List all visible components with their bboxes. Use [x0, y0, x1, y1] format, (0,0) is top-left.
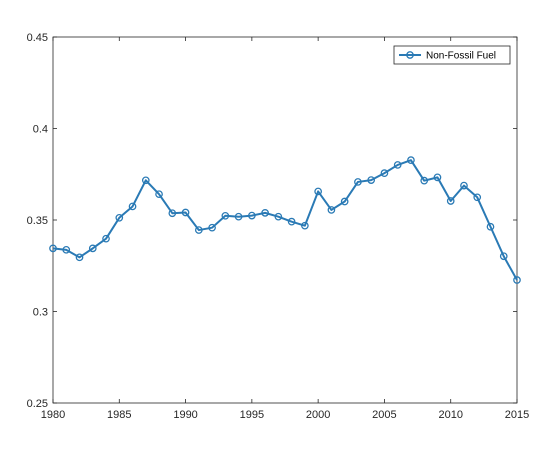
- legend: Non-Fossil Fuel: [393, 45, 511, 65]
- y-tick-label: 0.25: [27, 398, 48, 410]
- x-tick-label: 2010: [438, 409, 462, 421]
- data-point: [274, 212, 283, 221]
- data-point: [234, 212, 243, 221]
- y-tick-label: 0.4: [33, 124, 48, 136]
- data-point: [155, 190, 163, 199]
- y-axis-tick-labels: 0.25 0.3 0.35 0.4 0.45: [27, 32, 48, 410]
- x-tick-label: 1990: [173, 409, 197, 421]
- data-point: [513, 276, 521, 284]
- x-tick-label: 1980: [41, 409, 65, 421]
- data-point: [194, 226, 203, 234]
- data-point: [380, 169, 389, 178]
- data-point: [102, 234, 110, 243]
- legend-box: [393, 45, 511, 65]
- data-point: [88, 244, 97, 253]
- y-tick-label: 0.35: [27, 215, 48, 227]
- x-tick-label: 1995: [240, 409, 264, 421]
- data-point: [446, 197, 455, 205]
- x-tick-label: 2005: [372, 409, 396, 421]
- x-tick-label: 2015: [505, 409, 529, 421]
- data-point: [354, 178, 362, 186]
- y-tick-label: 0.45: [27, 32, 48, 44]
- data-point: [499, 252, 508, 261]
- data-point: [420, 176, 429, 185]
- data-point: [181, 208, 190, 217]
- x-tick-label: 1985: [107, 409, 131, 421]
- data-point: [393, 161, 402, 169]
- data-point: [460, 181, 468, 190]
- data-point: [248, 211, 256, 220]
- data-point: [128, 202, 137, 211]
- data-point: [367, 176, 376, 184]
- data-point: [75, 253, 84, 262]
- data-point: [49, 244, 57, 253]
- data-point: [261, 209, 269, 217]
- data-point: [314, 187, 322, 196]
- data-point: [433, 173, 442, 182]
- data-point: [208, 223, 216, 232]
- y-tick-label: 0.3: [33, 307, 48, 319]
- data-point: [287, 217, 296, 226]
- series-layer: [49, 156, 521, 284]
- data-point: [407, 156, 415, 165]
- series-0: [49, 156, 521, 284]
- data-point: [221, 211, 230, 220]
- data-point: [141, 176, 150, 185]
- data-point: [115, 213, 124, 222]
- data-point: [340, 197, 349, 206]
- data-point: [301, 221, 309, 230]
- legend-label: Non-Fossil Fuel: [426, 51, 496, 62]
- data-point: [486, 222, 495, 231]
- data-point: [327, 206, 336, 214]
- data-point: [62, 245, 71, 254]
- x-axis-tick-labels: 1980 1985 1990 1995 2000 2005 2010 2015: [41, 409, 529, 421]
- axis-ticks: [52, 36, 518, 404]
- legend-marker-swatch: [406, 51, 414, 59]
- data-point: [168, 209, 177, 218]
- x-tick-label: 2000: [306, 409, 330, 421]
- data-point: [473, 193, 482, 202]
